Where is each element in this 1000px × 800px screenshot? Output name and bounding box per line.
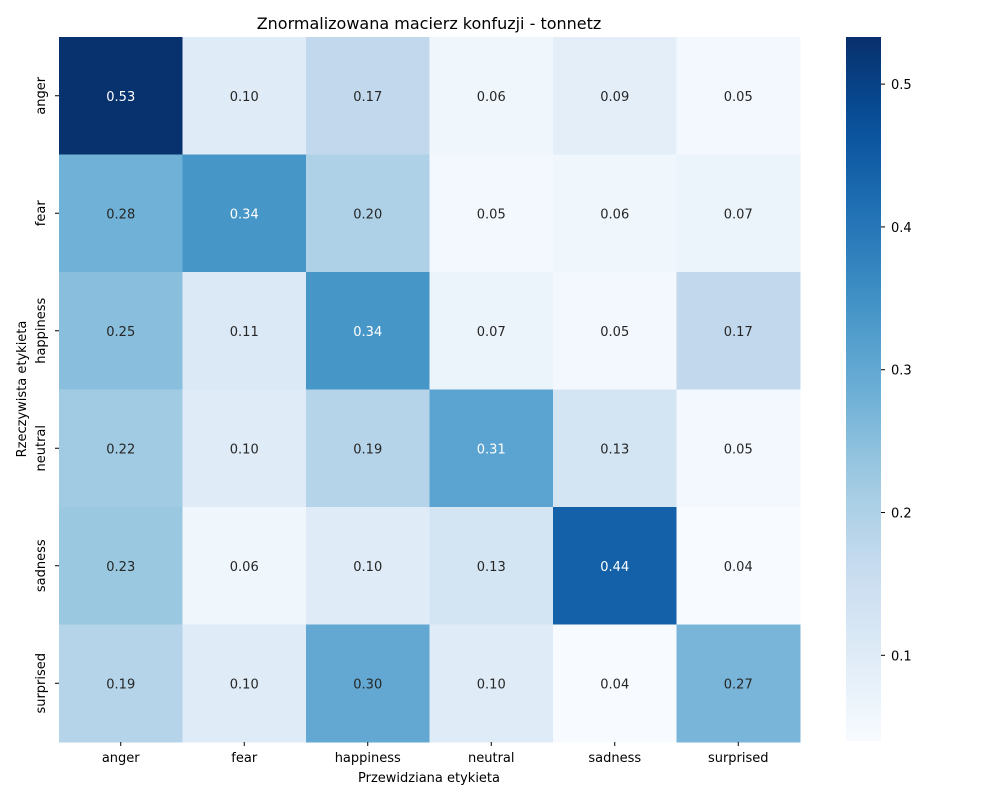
cell-value-label: 0.05 (724, 442, 753, 457)
heatmap-cell (182, 272, 307, 390)
cell-value-label: 0.10 (230, 90, 259, 105)
x-tick-label: fear (231, 751, 258, 766)
colorbar-tick-label: 0.4 (891, 221, 912, 236)
chart-title: Znormalizowana macierz konfuzji - tonnet… (257, 14, 602, 33)
heatmap-cell (59, 37, 183, 155)
heatmap-cell (59, 154, 183, 273)
y-tick-label: sadness (34, 539, 49, 592)
heatmap-cell (182, 624, 307, 743)
cell-value-label: 0.10 (477, 677, 506, 692)
heatmap-cell (429, 389, 554, 508)
cell-value-label: 0.06 (477, 90, 506, 105)
cell-value-label: 0.07 (724, 207, 753, 222)
cell-value-label: 0.13 (600, 442, 629, 457)
heatmap-cell (676, 272, 801, 390)
y-tick-label: neutral (34, 425, 49, 472)
heatmap-cell (553, 272, 677, 390)
heatmap-cell (59, 624, 183, 743)
heatmap-cell (182, 507, 307, 625)
colorbar: 0.1 0.2 0.3 0.4 0.5 (846, 37, 912, 741)
x-axis: anger fear happiness neutral sadness surprise… (102, 742, 769, 766)
cell-value-label: 0.25 (106, 325, 135, 340)
x-tick-label: neutral (468, 751, 515, 766)
heatmap-cell (59, 507, 183, 625)
cell-value-label: 0.10 (230, 442, 259, 457)
cell-value-label: 0.28 (106, 207, 135, 222)
colorbar-tick-label: 0.1 (891, 649, 912, 664)
heatmap-cell (182, 389, 307, 508)
heatmap-cell (676, 37, 801, 155)
heatmap-cell (182, 154, 307, 273)
heatmap-cell (59, 272, 183, 390)
colorbar-tick-label: 0.2 (891, 507, 912, 522)
y-tick-label: fear (34, 200, 49, 227)
cell-value-label: 0.13 (477, 560, 506, 575)
heatmap-cell (306, 507, 430, 625)
heatmap-cell (676, 389, 801, 508)
heatmap-cell (676, 154, 801, 273)
cell-value-label: 0.06 (600, 207, 629, 222)
cell-value-label: 0.31 (477, 442, 506, 457)
heatmap-cell (676, 624, 801, 743)
heatmap-cell (306, 272, 430, 390)
cell-value-label: 0.23 (106, 560, 135, 575)
cell-value-label: 0.27 (724, 677, 753, 692)
cell-value-label: 0.19 (353, 442, 382, 457)
heatmap-cell (306, 624, 430, 743)
cell-value-label: 0.11 (230, 325, 259, 340)
y-tick-label: surprised (34, 653, 49, 714)
cell-value-label: 0.10 (353, 560, 382, 575)
heatmap-cell (553, 154, 677, 273)
heatmap-cell (553, 507, 677, 625)
heatmap-cell (182, 37, 307, 155)
heatmap-cell (553, 37, 677, 155)
x-tick-label: surprised (708, 751, 769, 766)
cell-value-label: 0.05 (600, 325, 629, 340)
heatmap-cell (306, 154, 430, 273)
x-tick-label: happiness (335, 751, 401, 766)
y-axis-label: Rzeczywista etykieta (15, 321, 30, 458)
cell-value-label: 0.30 (353, 677, 382, 692)
y-tick-label: anger (34, 76, 49, 114)
y-tick-label: happiness (34, 297, 49, 363)
x-tick-label: sadness (588, 751, 641, 766)
cell-value-label: 0.05 (477, 207, 506, 222)
heatmap-cell (306, 37, 430, 155)
cell-value-label: 0.10 (230, 677, 259, 692)
cell-value-label: 0.34 (353, 325, 382, 340)
heatmap-cell (553, 389, 677, 508)
cell-value-label: 0.04 (600, 677, 629, 692)
cell-value-label: 0.06 (230, 560, 259, 575)
colorbar-tick-label: 0.5 (891, 78, 912, 93)
cell-value-label: 0.34 (230, 207, 259, 222)
heatmap-cell (553, 624, 677, 743)
heatmap-cell (429, 154, 554, 273)
cell-value-label: 0.19 (106, 677, 135, 692)
heatmap-cell (429, 507, 554, 625)
x-axis-label: Przewidziana etykieta (358, 771, 500, 786)
colorbar-tick-label: 0.3 (891, 364, 912, 379)
cell-value-label: 0.04 (724, 560, 753, 575)
x-tick-label: anger (102, 751, 140, 766)
cell-value-label: 0.07 (477, 325, 506, 340)
heatmap-cells: 0.53 0.10 0.17 0.06 0.09 0.05 0.28 0.34 0.20 0.05… (59, 37, 801, 743)
cell-value-label: 0.05 (724, 90, 753, 105)
heatmap-cell (306, 389, 430, 508)
cell-value-label: 0.17 (353, 90, 382, 105)
cell-value-label: 0.44 (600, 560, 629, 575)
heatmap-cell (59, 389, 183, 508)
heatmap-cell (429, 272, 554, 390)
cell-value-label: 0.20 (353, 207, 382, 222)
colorbar-gradient (846, 37, 881, 741)
heatmap-cell (429, 624, 554, 743)
y-axis: anger fear happiness neutral sadness surprise… (34, 76, 59, 714)
cell-value-label: 0.09 (600, 90, 629, 105)
cell-value-label: 0.22 (106, 442, 135, 457)
heatmap-cell (429, 37, 554, 155)
cell-value-label: 0.17 (724, 325, 753, 340)
cell-value-label: 0.53 (106, 90, 135, 105)
heatmap-cell (676, 507, 801, 625)
